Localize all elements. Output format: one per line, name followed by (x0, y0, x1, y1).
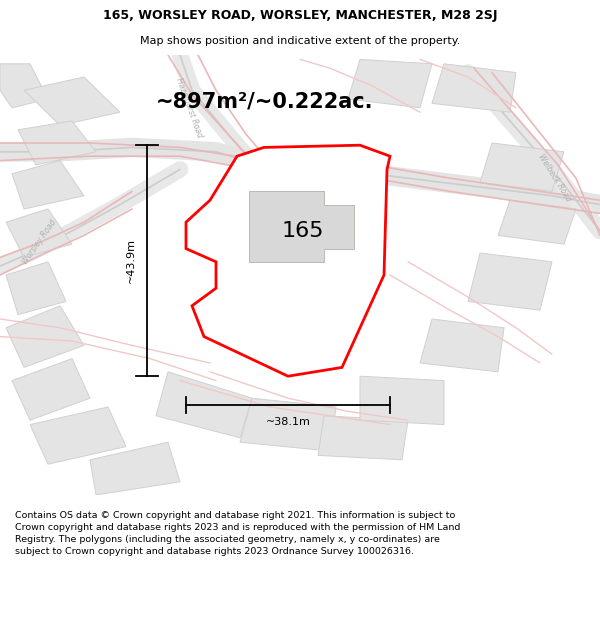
Text: Contains OS data © Crown copyright and database right 2021. This information is : Contains OS data © Crown copyright and d… (15, 511, 460, 556)
Text: 165: 165 (282, 221, 324, 241)
Polygon shape (90, 442, 180, 495)
Polygon shape (6, 306, 84, 368)
Polygon shape (12, 161, 84, 209)
Polygon shape (30, 407, 126, 464)
Text: Welbeck Road: Welbeck Road (537, 152, 573, 204)
Polygon shape (240, 398, 336, 451)
Polygon shape (318, 416, 408, 460)
Polygon shape (24, 77, 120, 126)
Polygon shape (468, 253, 552, 310)
Polygon shape (186, 145, 390, 376)
Text: ~43.9m: ~43.9m (126, 238, 136, 283)
Polygon shape (432, 64, 516, 112)
Polygon shape (6, 262, 66, 314)
Text: Worsley Road: Worsley Road (295, 161, 353, 173)
Polygon shape (156, 372, 252, 438)
Polygon shape (360, 376, 444, 424)
Text: ~38.1m: ~38.1m (266, 417, 310, 427)
Text: ~897m²/~0.222ac.: ~897m²/~0.222ac. (155, 91, 373, 111)
Polygon shape (18, 121, 96, 165)
Text: Map shows position and indicative extent of the property.: Map shows position and indicative extent… (140, 36, 460, 46)
Text: 165, WORSLEY ROAD, WORSLEY, MANCHESTER, M28 2SJ: 165, WORSLEY ROAD, WORSLEY, MANCHESTER, … (103, 9, 497, 22)
Text: Worsley Road: Worsley Road (20, 218, 58, 266)
Polygon shape (480, 143, 564, 191)
Polygon shape (6, 209, 72, 258)
Polygon shape (348, 59, 432, 108)
Polygon shape (498, 200, 576, 244)
Polygon shape (12, 359, 90, 420)
Polygon shape (420, 319, 504, 372)
Polygon shape (249, 191, 354, 262)
Polygon shape (0, 64, 48, 107)
Text: Hazelhurst Road: Hazelhurst Road (174, 77, 204, 139)
